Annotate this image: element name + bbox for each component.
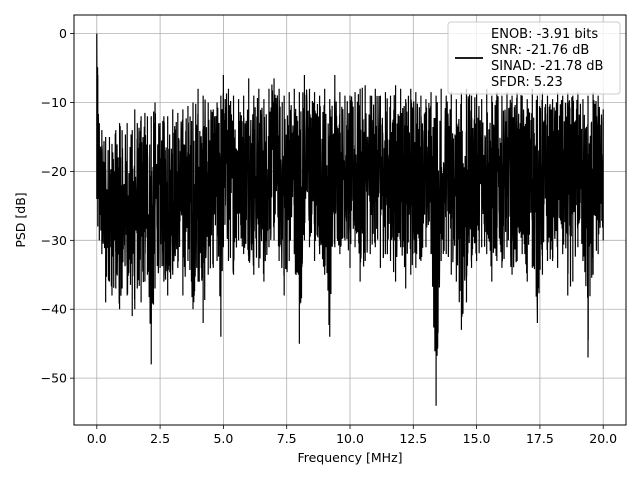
x-tick-label: 2.5: [150, 431, 170, 446]
y-tick-label: −30: [41, 233, 67, 248]
legend-entry: ENOB: -3.91 bits SNR: -21.76 dB SINAD: -21…: [491, 27, 603, 90]
x-tick-label: 17.5: [526, 431, 554, 446]
y-tick-label: −10: [41, 95, 67, 110]
x-tick-label: 5.0: [213, 431, 233, 446]
legend-line-2: SINAD: -21.78 dB: [491, 59, 603, 74]
x-tick-label: 10.0: [336, 431, 364, 446]
x-tick-label: 7.5: [277, 431, 297, 446]
x-tick-label: 0.0: [87, 431, 107, 446]
x-axis-label: Frequency [MHz]: [297, 450, 402, 465]
y-axis-label: PSD [dB]: [13, 192, 28, 247]
y-axis-ticks: 0 −10 −20 −30 −40 −50: [41, 26, 74, 386]
legend-line-3: SFDR: 5.23: [491, 75, 563, 90]
legend-line-0: ENOB: -3.91 bits: [491, 27, 598, 42]
legend-line-1: SNR: -21.76 dB: [491, 43, 589, 58]
legend: ENOB: -3.91 bits SNR: -21.76 dB SINAD: -21…: [447, 21, 621, 95]
legend-box: [447, 21, 621, 95]
y-tick-label: −40: [41, 302, 67, 317]
series-psd-trace: [96, 33, 604, 406]
x-axis-ticks: 0.0 2.5 5.0 7.5 10.0 12.5 15.0 17.5 20.0: [87, 425, 617, 446]
y-tick-label: −50: [41, 371, 67, 386]
x-tick-label: 12.5: [399, 431, 427, 446]
psd-line: [96, 33, 604, 406]
y-tick-label: −20: [41, 164, 67, 179]
y-tick-label: 0: [59, 26, 67, 41]
x-tick-label: 20.0: [589, 431, 617, 446]
x-tick-label: 15.0: [463, 431, 491, 446]
